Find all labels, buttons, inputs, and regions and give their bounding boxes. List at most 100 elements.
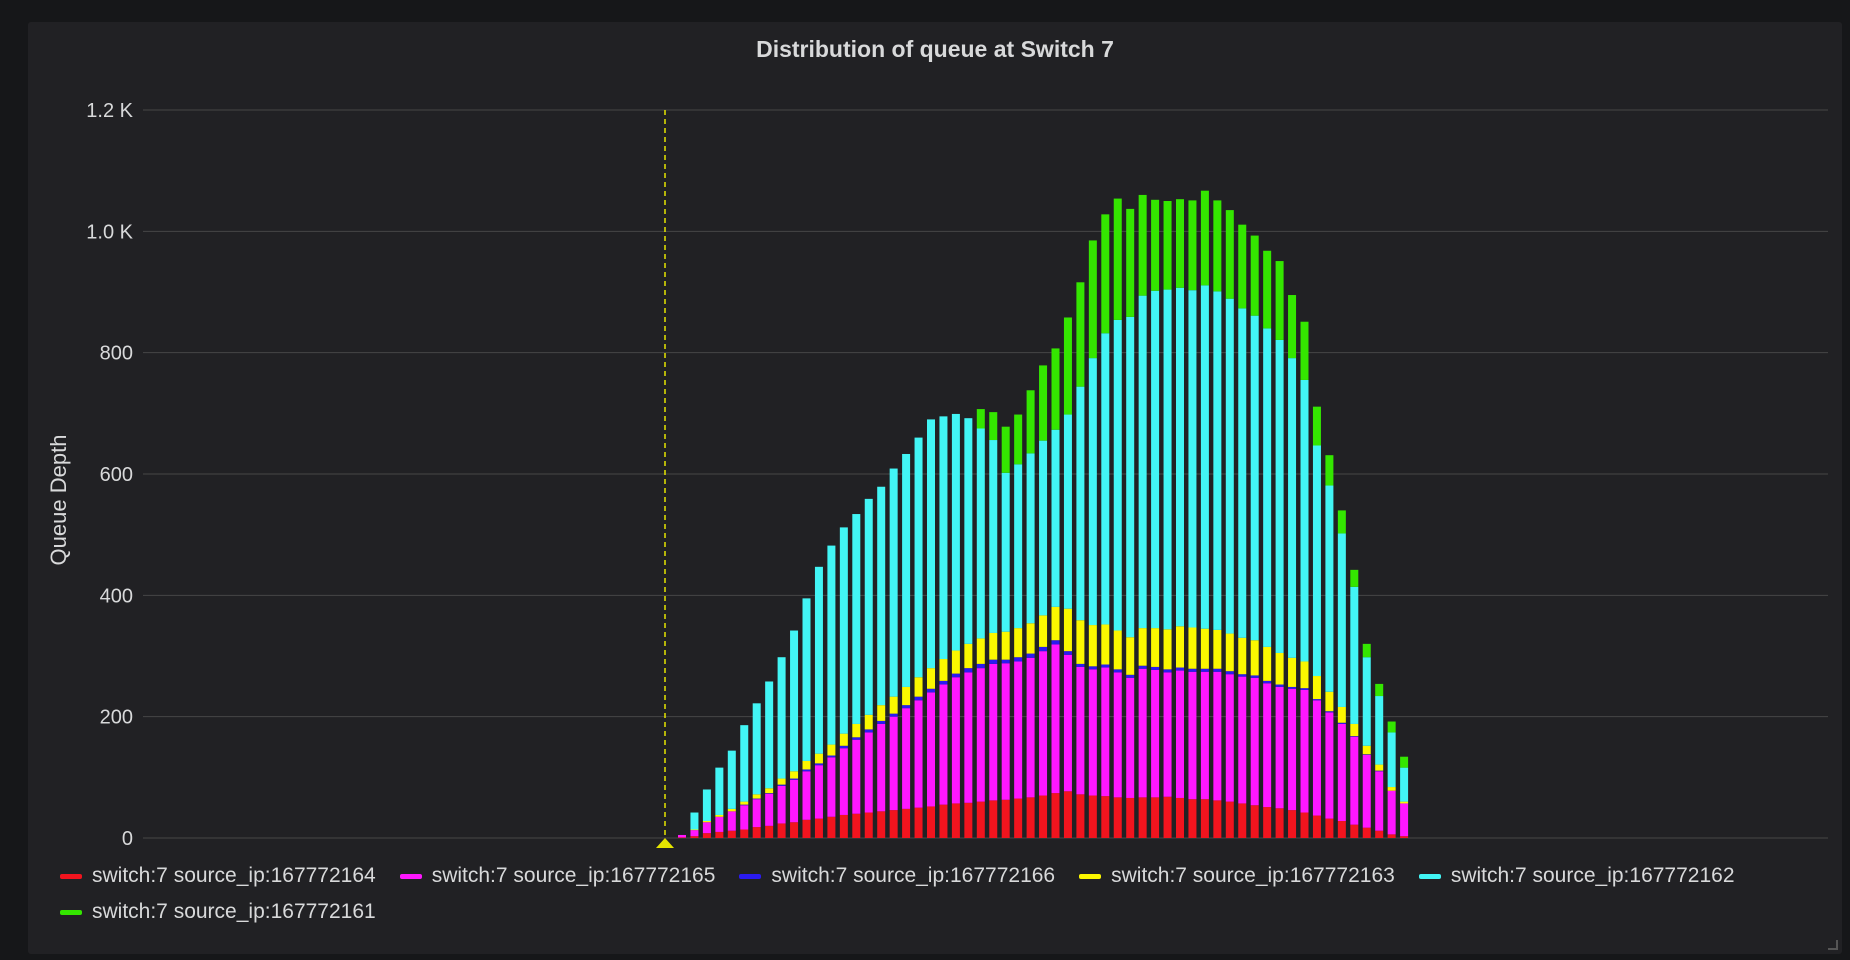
- bar-segment[interactable]: [814, 818, 823, 838]
- bar-segment[interactable]: [877, 811, 886, 838]
- bar-segment[interactable]: [951, 673, 960, 678]
- bar-segment[interactable]: [902, 708, 911, 809]
- bar-segment[interactable]: [702, 833, 711, 838]
- bar-segment[interactable]: [1387, 721, 1396, 733]
- bar-segment[interactable]: [1039, 646, 1048, 652]
- bar-segment[interactable]: [914, 437, 923, 678]
- bar-segment[interactable]: [1051, 793, 1060, 838]
- bar-segment[interactable]: [1225, 671, 1234, 675]
- bar-segment[interactable]: [1088, 795, 1097, 838]
- bar-segment[interactable]: [864, 498, 873, 715]
- bar-segment[interactable]: [1200, 628, 1209, 669]
- bar-segment[interactable]: [1238, 637, 1247, 675]
- bar-segment[interactable]: [1263, 250, 1272, 329]
- bar-segment[interactable]: [1250, 675, 1259, 678]
- bar-segment[interactable]: [1387, 787, 1396, 791]
- bar-segment[interactable]: [1151, 290, 1160, 629]
- bar-segment[interactable]: [852, 723, 861, 738]
- bar-segment[interactable]: [1039, 440, 1048, 616]
- bar-segment[interactable]: [740, 725, 749, 802]
- bar-segment[interactable]: [1088, 358, 1097, 626]
- bar-segment[interactable]: [1350, 736, 1359, 825]
- bar-segment[interactable]: [1238, 224, 1247, 309]
- bar-segment[interactable]: [740, 801, 749, 805]
- bar-segment[interactable]: [914, 677, 923, 697]
- bar-segment[interactable]: [1051, 606, 1060, 641]
- bar-segment[interactable]: [1188, 200, 1197, 291]
- bar-segment[interactable]: [715, 816, 724, 832]
- bar-segment[interactable]: [964, 418, 973, 644]
- bar-segment[interactable]: [777, 657, 786, 779]
- bar-segment[interactable]: [1312, 445, 1321, 677]
- legend-item[interactable]: switch:7 source_ip:167772163: [1079, 864, 1395, 888]
- bar-segment[interactable]: [690, 830, 699, 837]
- bar-segment[interactable]: [790, 778, 799, 780]
- bar-segment[interactable]: [752, 798, 761, 800]
- bar-segment[interactable]: [727, 808, 736, 812]
- bar-segment[interactable]: [1337, 510, 1346, 534]
- bar-segment[interactable]: [1176, 287, 1184, 627]
- bar-segment[interactable]: [1113, 797, 1122, 838]
- bar-segment[interactable]: [914, 807, 923, 838]
- bar-segment[interactable]: [1263, 683, 1272, 808]
- bar-segment[interactable]: [989, 659, 998, 664]
- bar-segment[interactable]: [951, 650, 960, 674]
- bar-segment[interactable]: [752, 794, 761, 799]
- bar-segment[interactable]: [1275, 684, 1284, 687]
- bar-segment[interactable]: [1250, 677, 1259, 806]
- bar-segment[interactable]: [827, 755, 836, 758]
- bar-segment[interactable]: [765, 793, 774, 794]
- bar-segment[interactable]: [1375, 771, 1384, 831]
- bar-segment[interactable]: [1312, 699, 1321, 701]
- bar-segment[interactable]: [951, 413, 960, 651]
- bar-segment[interactable]: [889, 468, 898, 697]
- bar-segment[interactable]: [1113, 669, 1122, 673]
- bar-segment[interactable]: [1350, 723, 1359, 737]
- bar-segment[interactable]: [1039, 365, 1048, 441]
- bar-segment[interactable]: [1051, 429, 1060, 607]
- bar-segment[interactable]: [1275, 686, 1284, 809]
- bar-segment[interactable]: [1225, 674, 1234, 802]
- bar-segment[interactable]: [939, 804, 948, 838]
- bar-segment[interactable]: [1387, 834, 1396, 838]
- bar-segment[interactable]: [1063, 791, 1072, 838]
- bar-segment[interactable]: [1014, 661, 1023, 799]
- bar-segment[interactable]: [1076, 386, 1085, 621]
- legend-item[interactable]: switch:7 source_ip:167772164: [60, 864, 376, 888]
- bar-segment[interactable]: [1300, 379, 1309, 662]
- bar-segment[interactable]: [1300, 812, 1309, 838]
- bar-segment[interactable]: [1288, 686, 1297, 689]
- bar-segment[interactable]: [1076, 620, 1085, 664]
- bar-segment[interactable]: [1300, 688, 1309, 690]
- bar-segment[interactable]: [1076, 282, 1085, 387]
- bar-segment[interactable]: [1113, 198, 1122, 320]
- bar-segment[interactable]: [1063, 651, 1072, 655]
- legend-item[interactable]: switch:7 source_ip:167772161: [60, 900, 376, 924]
- bar-segment[interactable]: [939, 680, 948, 685]
- bar-segment[interactable]: [1188, 799, 1197, 838]
- bar-segment[interactable]: [1375, 683, 1384, 697]
- bar-segment[interactable]: [1126, 316, 1135, 638]
- bar-segment[interactable]: [1213, 629, 1222, 669]
- bar-segment[interactable]: [1001, 663, 1010, 800]
- bar-segment[interactable]: [1375, 830, 1384, 838]
- bar-segment[interactable]: [814, 765, 823, 819]
- bar-segment[interactable]: [1375, 770, 1384, 772]
- bar-segment[interactable]: [752, 799, 761, 828]
- bar-segment[interactable]: [1263, 680, 1272, 684]
- bar-segment[interactable]: [902, 453, 911, 687]
- bar-segment[interactable]: [1337, 722, 1346, 724]
- bar-segment[interactable]: [752, 827, 761, 838]
- bar-segment[interactable]: [1026, 657, 1035, 798]
- legend-item[interactable]: switch:7 source_ip:167772162: [1418, 864, 1735, 888]
- bar-segment[interactable]: [1288, 688, 1297, 811]
- bar-segment[interactable]: [1200, 799, 1209, 838]
- bar-segment[interactable]: [852, 739, 861, 814]
- bar-segment[interactable]: [1126, 637, 1135, 675]
- bar-segment[interactable]: [976, 801, 985, 838]
- bar-segment[interactable]: [976, 409, 985, 429]
- bar-segment[interactable]: [1014, 628, 1023, 658]
- bar-segment[interactable]: [1263, 807, 1272, 838]
- bar-segment[interactable]: [902, 686, 911, 706]
- bar-segment[interactable]: [839, 748, 848, 815]
